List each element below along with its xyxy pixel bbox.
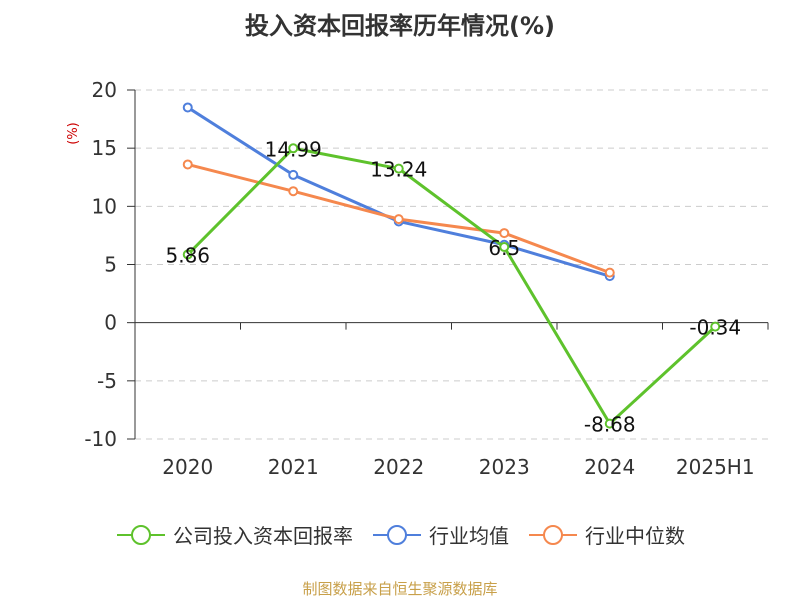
series-line-company [186, 146, 717, 426]
legend-industry-median-label: 行业中位数 [585, 524, 685, 548]
y-tick-label: 20 [92, 78, 117, 102]
chart-title: 投入资本回报率历年情况(%) [245, 12, 555, 40]
y-tick-label: 15 [92, 136, 117, 160]
legend-industry-avg-label: 行业均值 [429, 524, 509, 548]
data-point-company [710, 321, 721, 332]
legend-item-company[interactable]: 公司投入资本回报率 [115, 520, 353, 549]
data-label: -8.68 [584, 413, 636, 437]
x-tick-label: 2024 [584, 455, 635, 479]
data-label: -0.34 [689, 316, 741, 340]
x-tick-label: 2020 [162, 455, 213, 479]
data-point-industry_median [288, 186, 299, 197]
data-point-company [499, 242, 510, 253]
x-tick-label: 2022 [373, 455, 424, 479]
data-point-industry_avg [288, 169, 299, 180]
y-tick-label: -10 [84, 427, 117, 451]
legend-company-label: 公司投入资本回报率 [173, 524, 353, 548]
data-label: 6.5 [488, 236, 520, 260]
legend-industry-avg-marker [373, 524, 421, 545]
x-tick-label: 2021 [268, 455, 319, 479]
data-point-company [182, 249, 193, 260]
source-footer: 制图数据来自恒生聚源数据库 [302, 580, 498, 598]
x-tick-label: 2025H1 [676, 455, 755, 479]
data-point-company [393, 163, 404, 174]
y-tick-label: 10 [92, 194, 117, 218]
legend: 公司投入资本回报率 行业均值 行业中位数 [0, 520, 800, 549]
data-point-industry_avg [182, 102, 193, 113]
data-point-company [288, 143, 299, 154]
data-point-industry_median [182, 159, 193, 170]
y-tick-label: -5 [97, 369, 117, 393]
data-point-industry_median [499, 228, 510, 239]
data-label: 5.86 [165, 243, 210, 267]
x-tick-label: 2023 [479, 455, 530, 479]
y-tick-label: 5 [104, 253, 117, 277]
data-label: 14.99 [265, 137, 322, 161]
legend-industry-median-marker [529, 524, 577, 545]
legend-company-marker [117, 524, 165, 545]
legend-item-industry-median[interactable]: 行业中位数 [527, 520, 685, 549]
legend-item-industry-avg[interactable]: 行业均值 [371, 520, 509, 549]
data-point-industry_median [393, 214, 404, 225]
data-point-company [604, 418, 615, 429]
data-label: 13.24 [370, 158, 427, 182]
data-point-industry_median [604, 267, 615, 278]
y-tick-label: 0 [104, 311, 117, 335]
